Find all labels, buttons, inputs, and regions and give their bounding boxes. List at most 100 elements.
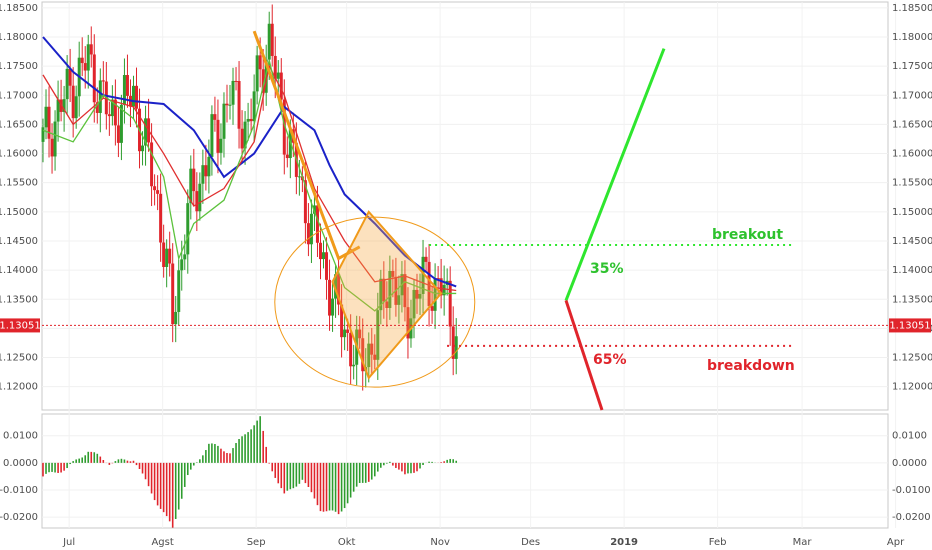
candle-body [144, 118, 148, 146]
candle-body [297, 176, 301, 178]
candle-body [141, 145, 145, 152]
candle-body [264, 59, 268, 93]
candle-body [427, 261, 431, 307]
candle-body [150, 142, 154, 187]
candle-body [65, 68, 69, 100]
series-line-ma_red [42, 64, 457, 292]
candle-body [421, 256, 425, 294]
candle-body [258, 55, 262, 70]
y-tick-right: 1.16500 [892, 119, 932, 130]
candle-body [315, 205, 319, 243]
candle-body [352, 364, 356, 367]
y-tick-left: 1.15000 [0, 207, 38, 218]
candle-body [113, 99, 117, 126]
candle-body [204, 165, 208, 177]
candle-body [406, 307, 410, 339]
candle-body [234, 80, 238, 82]
candle-body [201, 165, 205, 184]
y-tick-left: 1.18500 [0, 3, 38, 14]
pattern-ellipse [274, 216, 476, 388]
candle-body [340, 304, 344, 338]
candle-body [228, 104, 232, 106]
candle-body [47, 106, 51, 139]
osc-tick-left: -0.0200 [0, 512, 38, 523]
candle-body [174, 311, 178, 325]
candle-body [231, 80, 235, 105]
candle-body [346, 329, 350, 333]
current-price-tag-right [889, 318, 931, 333]
pattern-impulse [252, 30, 361, 261]
candle-body [261, 69, 265, 93]
candle-body [240, 128, 244, 149]
candle-body [312, 205, 316, 214]
candle-body [162, 242, 166, 267]
candle-body [89, 44, 93, 55]
candle-body [98, 80, 102, 113]
current-price-label-right: 1.13051 [889, 320, 930, 331]
candle-body [361, 338, 365, 372]
y-tick-right: 1.16000 [892, 149, 932, 160]
candle-body [83, 63, 87, 71]
x-tick: Agst [151, 537, 173, 548]
y-tick-right: 1.12500 [892, 353, 932, 364]
candle-body [74, 96, 78, 119]
candle-body [135, 85, 139, 109]
candle-body [451, 326, 455, 359]
candle-body [249, 118, 253, 122]
candle-body [373, 354, 377, 360]
candle-body [412, 289, 416, 319]
y-tick-right: 1.15000 [892, 207, 932, 218]
candle-body [246, 118, 250, 122]
candle-body [131, 85, 135, 107]
candle-body [195, 191, 199, 212]
y-tick-right: 1.18000 [892, 32, 932, 43]
y-tick-right: 1.14500 [892, 236, 932, 247]
candle-body [198, 183, 202, 212]
oscillator-frame [41, 413, 889, 529]
series-line-ma_green [42, 60, 457, 312]
candle-body [186, 203, 190, 255]
candle-body [252, 91, 256, 122]
candle-body [50, 138, 54, 157]
candle-body [62, 99, 66, 112]
candle-body [213, 114, 217, 120]
osc-tick-right: -0.0100 [892, 485, 931, 496]
x-tick: Apr [887, 537, 905, 548]
candle-body [415, 289, 419, 299]
candle-body [119, 104, 123, 143]
candle-body [183, 254, 187, 260]
osc-tick-left: 0.0000 [3, 458, 38, 469]
candle-body [165, 248, 169, 267]
candle-body [439, 278, 443, 296]
candle-body [110, 99, 114, 117]
candle-body [309, 213, 313, 245]
osc-tick-left: -0.0100 [0, 485, 38, 496]
candle-body [279, 72, 283, 100]
candle-body [116, 125, 120, 143]
candle-body [255, 55, 259, 92]
oscillator-panel [42, 416, 458, 528]
candle-body [391, 270, 395, 277]
breakdown-arrow [564, 299, 604, 411]
y-tick-left: 1.17000 [0, 90, 38, 101]
breakdown-label: breakdown [707, 358, 795, 374]
candle-body [159, 193, 163, 243]
y-tick-left: 1.14500 [0, 236, 38, 247]
candle-body [71, 85, 75, 119]
candle-body [86, 44, 90, 71]
candle-body [243, 121, 247, 149]
candle-body [125, 75, 129, 96]
candle-body [101, 80, 105, 82]
candle-body [285, 154, 289, 159]
current-price-label-left: 1.13051 [0, 320, 41, 331]
y-tick-right: 1.15500 [892, 178, 932, 189]
candle-body [168, 248, 172, 264]
candle-body [403, 274, 407, 308]
breakout-arrow [564, 48, 666, 301]
candle-body [267, 23, 271, 60]
y-tick-left: 1.16500 [0, 119, 38, 130]
candle-body [56, 99, 60, 122]
candle-body [325, 252, 329, 280]
x-tick: Sep [247, 537, 266, 548]
